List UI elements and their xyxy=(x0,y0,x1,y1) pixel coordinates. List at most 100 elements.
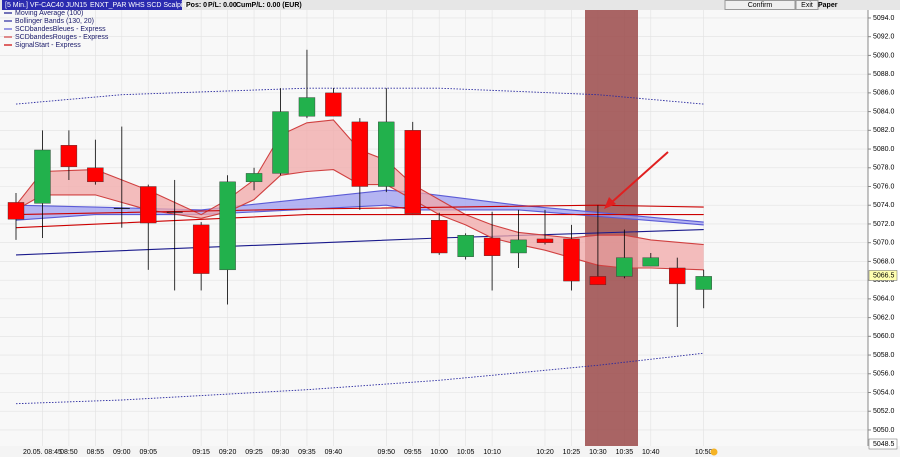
candle-body xyxy=(378,121,395,187)
y-tick-label: 5052.0 xyxy=(873,408,895,415)
y-tick-label: 5082.0 xyxy=(873,127,895,134)
paper-label: Paper xyxy=(818,2,838,9)
x-tick-label: 09:30 xyxy=(272,449,290,456)
legend-label: SCDbandesBleues - Express xyxy=(15,26,106,33)
candle-body xyxy=(695,276,712,290)
y-tick-label: 5054.0 xyxy=(873,389,895,396)
candle-body xyxy=(298,97,316,117)
pl: P/L: 0.00 xyxy=(208,2,237,9)
x-tick-label: 09:15 xyxy=(192,449,210,456)
legend-label: Moving Average (100) xyxy=(15,10,83,17)
indicator-line xyxy=(15,214,704,229)
last-price-tag xyxy=(868,270,898,281)
candle-body xyxy=(483,237,501,256)
x-tick-label: 09:35 xyxy=(298,449,316,456)
instrument-box[interactable] xyxy=(2,0,182,10)
x-tick-label: 09:20 xyxy=(219,449,237,456)
candle-body xyxy=(351,121,369,187)
exit-button[interactable] xyxy=(795,0,819,10)
candle-body xyxy=(563,238,580,282)
y-tick-label: 5062.0 xyxy=(873,314,895,321)
y-tick-label: 5070.0 xyxy=(873,240,895,247)
position: Pos: 0 xyxy=(186,2,207,9)
x-tick-label: 10:05 xyxy=(457,449,475,456)
strategy: ENXT_PAR WHS SCD Scalping 5 xyxy=(90,2,196,9)
y-tick-label: 5090.0 xyxy=(873,52,895,59)
x-tick-label: 08:55 xyxy=(87,449,105,456)
indicator-line xyxy=(15,204,704,226)
x-tick-label: 20.05. 08:45 xyxy=(23,449,62,456)
candle-body xyxy=(192,224,210,274)
y-tick-label: 5094.0 xyxy=(873,15,895,22)
toolbar xyxy=(0,0,900,10)
indicator-line xyxy=(15,87,704,105)
x-tick-label: 09:50 xyxy=(378,449,396,456)
candle-body xyxy=(404,130,421,214)
x-tick-label: 10:00 xyxy=(430,449,448,456)
x-tick-label: 09:00 xyxy=(113,449,131,456)
x-tick-label: 08:50 xyxy=(60,449,78,456)
last-price-label: 5066.5 xyxy=(873,272,895,279)
candle-body xyxy=(245,173,263,183)
candle-body xyxy=(536,238,554,243)
y-tick-label: 5056.0 xyxy=(873,371,895,378)
candle-body xyxy=(510,239,527,254)
indicator-line xyxy=(15,352,704,405)
x-tick-label: 09:40 xyxy=(325,449,343,456)
legend-label: Bollinger Bands (130, 20) xyxy=(15,18,94,25)
candle-body xyxy=(325,92,342,117)
confirm-button[interactable] xyxy=(724,0,796,10)
y-tick-label: 5076.0 xyxy=(873,183,895,190)
cum-pl: CumP/L: 0.00 (EUR) xyxy=(236,2,302,9)
x-tick-label: 10:25 xyxy=(563,449,581,456)
arrow-head xyxy=(604,197,616,209)
instrument: [5 Min.] VF-CAC40 JUN15 xyxy=(5,2,87,9)
candle-body xyxy=(166,211,183,213)
candle-body xyxy=(642,257,659,267)
arrow xyxy=(611,151,669,203)
highlight-zone xyxy=(585,10,638,446)
y-tick-label: 5088.0 xyxy=(873,71,895,78)
candle-body xyxy=(589,276,607,286)
candle-body xyxy=(113,208,130,209)
y-tick-label: 5080.0 xyxy=(873,146,895,153)
y-tick-label: 5072.0 xyxy=(873,221,895,228)
x-tick-label: 09:55 xyxy=(404,449,422,456)
price-axis xyxy=(868,10,900,446)
candle-body xyxy=(60,145,78,168)
candle-body xyxy=(219,181,236,271)
legend-label: SCDbandesRouges - Express xyxy=(15,34,109,41)
x-tick-label: 09:05 xyxy=(139,449,157,456)
confirm-label: Confirm xyxy=(748,2,773,9)
x-tick-label: 09:25 xyxy=(245,449,263,456)
candle-body xyxy=(616,257,633,277)
x-tick-label: 10:35 xyxy=(616,449,634,456)
y-tick-label: 5068.0 xyxy=(873,258,895,265)
candle-body xyxy=(34,149,51,204)
y-tick-label: 5060.0 xyxy=(873,333,895,340)
y-tick-label: 5058.0 xyxy=(873,352,895,359)
y-tick-label: 5064.0 xyxy=(873,296,895,303)
legend-label: SignalStart - Express xyxy=(15,42,81,49)
status-dot xyxy=(710,448,718,456)
y-tick-label: 5086.0 xyxy=(873,90,895,97)
y-tick-label: 5050.0 xyxy=(873,427,895,434)
candle-body xyxy=(87,167,104,183)
exit-label: Exit xyxy=(801,2,813,9)
y-tick-label: 5074.0 xyxy=(873,202,895,209)
x-tick-label: 10:10 xyxy=(483,449,501,456)
candle-body xyxy=(669,267,686,285)
candle-body xyxy=(272,111,289,174)
x-tick-label: 10:30 xyxy=(589,449,607,456)
bottom-price-tag xyxy=(868,438,898,450)
candle-body xyxy=(431,220,448,254)
x-tick-label: 10:50 xyxy=(695,449,713,456)
y-tick-label: 5078.0 xyxy=(873,165,895,172)
candle-body xyxy=(140,186,157,224)
indicator-line xyxy=(15,204,704,216)
y-tick-label: 5084.0 xyxy=(873,108,895,115)
bottom-price-label: 5048.5 xyxy=(873,441,895,448)
x-tick-label: 10:40 xyxy=(642,449,660,456)
x-tick-label: 10:20 xyxy=(536,449,554,456)
